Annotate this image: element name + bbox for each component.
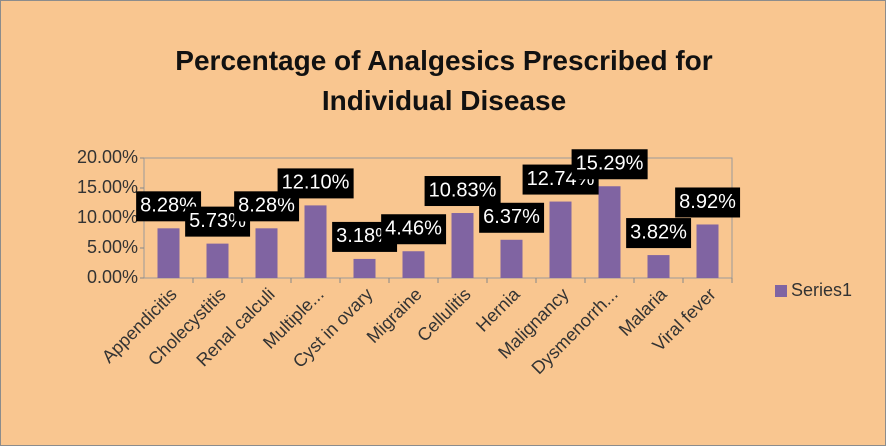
data-label: 12.10% <box>282 172 350 194</box>
bar <box>255 228 278 278</box>
x-tick-label: Cellulitis <box>413 284 475 346</box>
chart-title: Percentage of Analgesics Prescribed for … <box>175 45 713 116</box>
data-label: 5.73% <box>189 210 246 232</box>
data-label: 3.18% <box>336 225 393 247</box>
data-label-box <box>675 187 741 218</box>
data-label: 3.82% <box>630 221 687 243</box>
data-label: 6.37% <box>483 206 540 228</box>
data-label: 10.83% <box>429 179 497 201</box>
data-label: 4.46% <box>385 218 442 240</box>
bar <box>353 258 376 278</box>
x-tick-label: Dysmenorrh... <box>528 284 622 378</box>
data-label: 8.28% <box>140 195 197 217</box>
bar <box>402 251 425 278</box>
data-label-box <box>424 176 501 207</box>
bar <box>500 239 523 278</box>
y-tick-label: 5.00% <box>87 237 138 257</box>
bar <box>206 243 229 278</box>
bar <box>304 205 327 278</box>
bar <box>157 228 180 278</box>
data-label: 8.92% <box>679 191 736 213</box>
data-label-box <box>626 218 692 249</box>
bar <box>451 213 474 278</box>
x-tick-label: Migraine <box>363 284 426 347</box>
bar <box>549 201 572 278</box>
data-label-box <box>479 202 545 233</box>
bar <box>647 255 670 278</box>
data-label-box <box>381 214 447 245</box>
y-tick-label: 15.00% <box>77 177 138 197</box>
legend-swatch <box>775 285 787 297</box>
data-label-box <box>571 149 648 180</box>
data-label: 8.28% <box>238 195 295 217</box>
data-label: 15.29% <box>576 153 644 175</box>
y-tick-label: 20.00% <box>77 147 138 167</box>
bar <box>696 224 719 278</box>
legend-label: Series1 <box>791 280 852 300</box>
data-label-box <box>277 168 354 199</box>
bar <box>598 186 621 278</box>
y-tick-label: 0.00% <box>87 267 138 287</box>
y-tick-label: 10.00% <box>77 207 138 227</box>
